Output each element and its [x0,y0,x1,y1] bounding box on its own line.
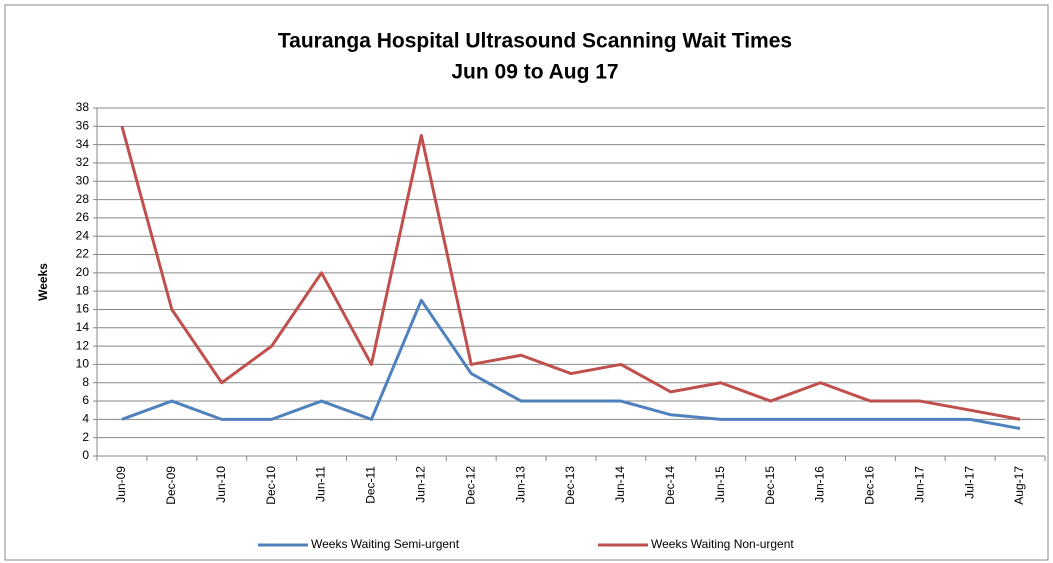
y-tick-label: 6 [82,393,89,407]
x-tick-label: Jun-14 [613,466,627,503]
x-tick-label: Dec-11 [364,466,378,504]
x-tick-label: Jul-17 [962,466,976,499]
x-tick-label: Dec-12 [463,466,477,505]
y-tick-label: 0 [82,448,89,462]
series-line [120,125,1021,421]
y-tick-label: 2 [82,430,89,444]
x-tick-label: Dec-14 [663,466,677,505]
legend-label: Weeks Waiting Non-urgent [651,537,794,551]
x-tick-label: Jun-17 [912,466,926,503]
y-tick-label: 34 [76,137,90,151]
y-tick-label: 20 [76,265,90,279]
y-tick-label: 30 [76,173,90,187]
y-tick-label: 10 [76,357,90,371]
chart-subtitle: Jun 09 to Aug 17 [451,61,618,84]
x-tick-label: Jun-13 [513,466,527,503]
y-tick-label: 12 [76,338,90,352]
y-tick-label: 32 [76,155,90,169]
x-tick-label: Dec-09 [164,466,178,505]
series-line [121,298,1021,431]
y-tick-label: 38 [76,100,90,114]
y-tick-label: 4 [82,412,89,426]
x-tick-label: Dec-10 [264,466,278,505]
y-tick-label: 36 [76,118,90,132]
y-tick-label: 28 [76,192,90,206]
y-tick-label: 24 [76,228,90,242]
x-tick-label: Dec-13 [563,466,577,505]
x-tick-label: Dec-16 [863,466,877,505]
x-tick-label: Jun-11 [314,466,328,502]
legend-label: Weeks Waiting Semi-urgent [311,537,460,551]
y-tick-label: 16 [76,302,90,316]
x-tick-label: Jun-09 [114,466,128,503]
chart-title: Tauranga Hospital Ultrasound Scanning Wa… [278,30,792,53]
y-axis-label: Weeks [36,263,50,301]
y-tick-label: 8 [82,375,89,389]
x-tick-label: Jun-10 [214,466,228,503]
y-tick-label: 26 [76,210,90,224]
chart-border [4,4,1049,561]
x-tick-label: Jun-15 [713,466,727,503]
x-tick-label: Aug-17 [1012,466,1026,505]
x-tick-label: Dec-15 [763,466,777,505]
x-tick-label: Jun-16 [813,466,827,503]
y-tick-label: 18 [76,283,90,297]
x-tick-label: Jun-12 [413,466,427,503]
y-tick-label: 14 [76,320,90,334]
y-tick-label: 22 [76,247,90,261]
